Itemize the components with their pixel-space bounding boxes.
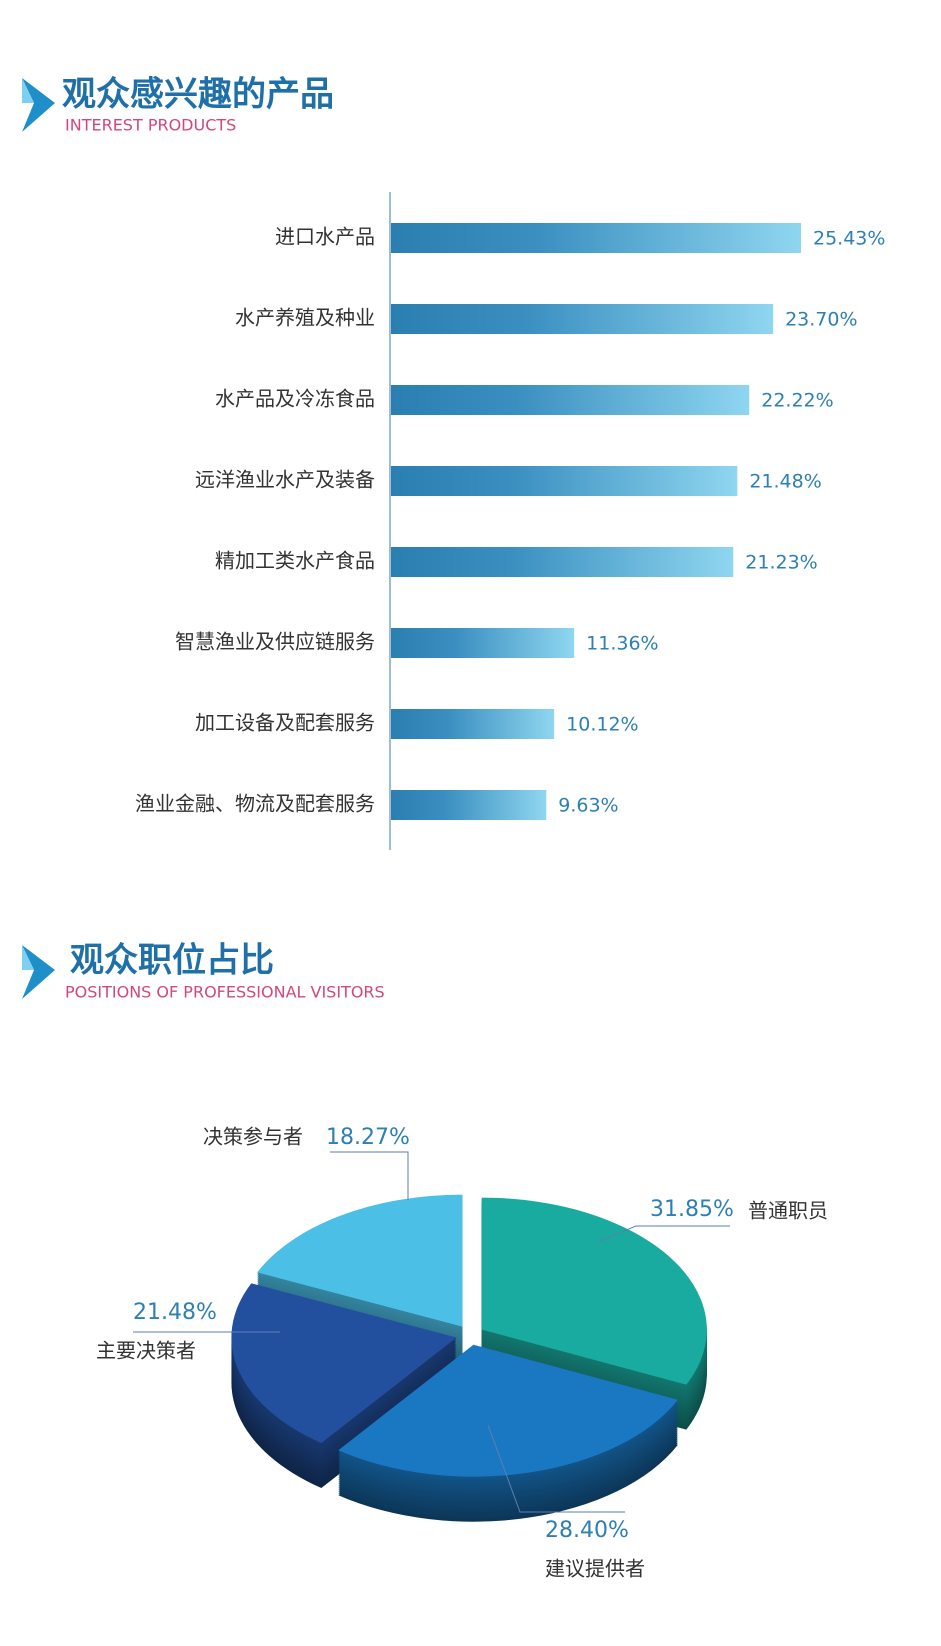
bar (391, 709, 555, 739)
pie-slice (231, 1283, 457, 1444)
value-label: 11.36% (586, 633, 658, 655)
value-label: 18.27% (326, 1125, 410, 1150)
bar (391, 304, 774, 334)
category-label: 渔业金融、物流及配套服务 (135, 792, 375, 816)
category-label: 普通职员 (748, 1199, 828, 1223)
value-label: 9.63% (558, 795, 618, 817)
header-icon (22, 945, 55, 999)
category-label: 水产养殖及种业 (235, 306, 375, 330)
value-label: 21.23% (745, 552, 817, 574)
category-label: 决策参与者 (203, 1125, 303, 1149)
bar (391, 790, 547, 820)
header-icon (22, 78, 55, 132)
bar (391, 547, 734, 577)
pie-slice (338, 1344, 678, 1477)
section-subtitle: POSITIONS OF PROFESSIONAL VISITORS (65, 983, 385, 1002)
category-label: 进口水产品 (275, 225, 375, 249)
value-label: 21.48% (133, 1300, 217, 1325)
leader-line (487, 1424, 625, 1513)
leader-line (597, 1225, 730, 1243)
pie-slice (257, 1194, 463, 1327)
category-label: 远洋渔业水产及装备 (195, 468, 375, 492)
category-label: 水产品及冷冻食品 (215, 387, 375, 411)
bar (391, 385, 750, 415)
category-label: 精加工类水产食品 (215, 549, 375, 573)
category-label: 主要决策者 (96, 1339, 196, 1363)
pie-slice (481, 1197, 707, 1385)
bar (391, 628, 575, 658)
leader-line (330, 1151, 409, 1200)
bar (391, 466, 738, 496)
category-label: 智慧渔业及供应链服务 (175, 630, 375, 654)
category-label: 加工设备及配套服务 (195, 711, 375, 735)
section-subtitle: INTEREST PRODUCTS (65, 116, 236, 135)
section-title: 观众感兴趣的产品 (62, 75, 334, 115)
value-label: 28.40% (545, 1518, 629, 1543)
section-title: 观众职位占比 (70, 941, 274, 981)
value-label: 21.48% (749, 471, 821, 493)
bar (391, 223, 801, 253)
value-label: 31.85% (650, 1197, 734, 1222)
value-label: 25.43% (813, 228, 885, 250)
value-label: 22.22% (761, 390, 833, 412)
category-label: 建议提供者 (545, 1557, 645, 1581)
value-label: 10.12% (566, 714, 638, 736)
value-label: 23.70% (785, 309, 857, 331)
